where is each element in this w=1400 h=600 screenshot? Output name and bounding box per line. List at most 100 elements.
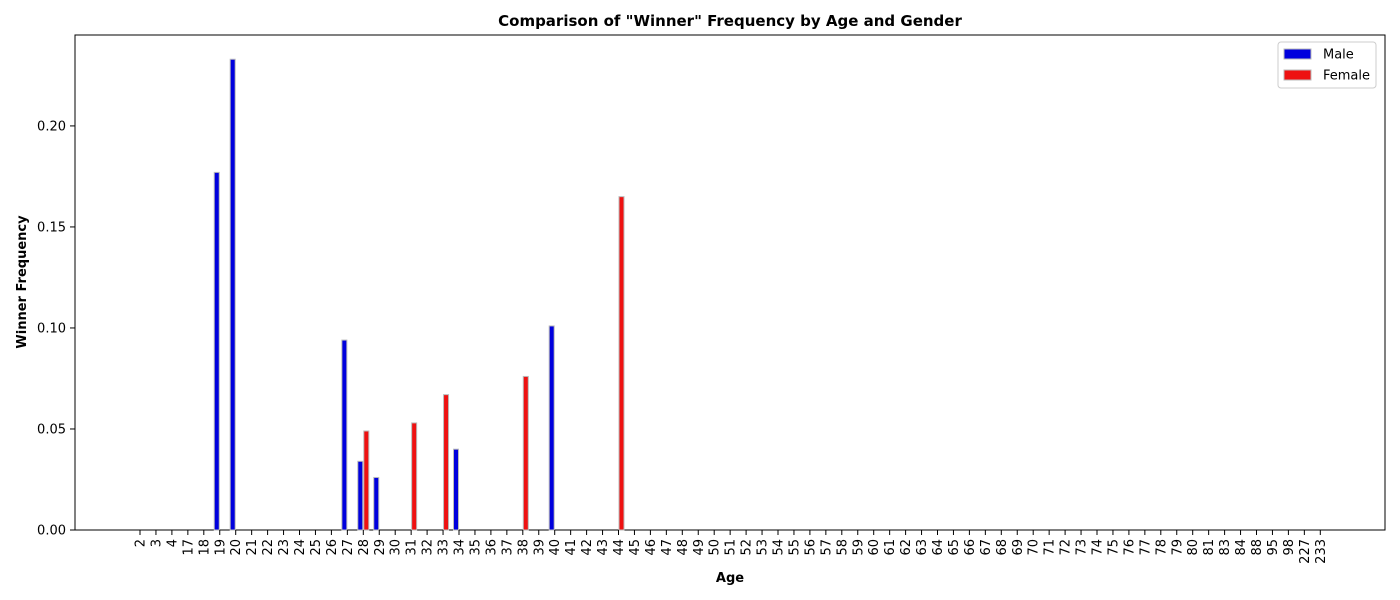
bar-female-31: [411, 422, 418, 531]
x-tick-label: 21: [245, 539, 260, 556]
x-tick-label: 68: [995, 539, 1010, 556]
x-tick-label: 33: [437, 539, 452, 556]
x-tick-label: 39: [532, 539, 547, 556]
x-tick-label: 67: [979, 539, 994, 556]
y-axis: 0.00 0.05 0.10 0.15 0.20: [37, 119, 75, 539]
x-tick-label: 70: [1027, 539, 1042, 556]
x-tick-label: 81: [1202, 539, 1217, 556]
x-tick-label: 51: [724, 539, 739, 556]
x-tick-label: 2: [134, 539, 149, 547]
x-tick-label: 74: [1091, 539, 1106, 556]
x-tick-label: 80: [1186, 539, 1201, 556]
legend-label-male: Male: [1323, 48, 1354, 63]
chart-title: Comparison of "Winner" Frequency by Age …: [498, 12, 962, 30]
x-tick-label: 30: [389, 539, 404, 556]
x-tick-label: 38: [516, 539, 531, 556]
y-axis-label: Winner Frequency: [15, 215, 30, 349]
x-axis-label: Age: [716, 571, 744, 586]
x-tick-label: 41: [564, 539, 579, 556]
x-tick-label: 61: [883, 539, 898, 556]
legend: Male Female: [1277, 41, 1377, 89]
x-tick-label: 65: [947, 539, 962, 556]
bar-female-44: [618, 196, 625, 531]
x-tick-label: 95: [1266, 539, 1281, 556]
x-tick-label: 54: [772, 539, 787, 556]
bar-male-20: [229, 58, 236, 531]
x-tick-label: 62: [899, 539, 914, 556]
x-tick-label: 36: [484, 539, 499, 556]
x-tick-label: 45: [628, 539, 643, 556]
x-tick-label: 25: [309, 539, 324, 556]
x-tick-label: 40: [548, 539, 563, 556]
x-tick-label: 47: [660, 539, 675, 556]
x-tick-label: 4: [165, 539, 180, 547]
x-tick-label: 37: [500, 539, 515, 556]
x-tick-label: 34: [453, 539, 468, 556]
x-tick-label: 31: [405, 539, 420, 556]
x-tick-label: 46: [644, 539, 659, 556]
x-tick-label: 77: [1138, 539, 1153, 556]
x-tick-label: 79: [1170, 539, 1185, 556]
y-tick-label: 0.10: [37, 321, 66, 336]
y-tick-label: 0.20: [37, 119, 66, 134]
x-tick-label: 88: [1250, 539, 1265, 556]
x-tick-label: 24: [293, 539, 308, 556]
y-tick-label: 0.15: [37, 220, 66, 235]
legend-label-female: Female: [1323, 69, 1370, 84]
bar-female-28: [363, 430, 370, 531]
x-tick-label: 58: [835, 539, 850, 556]
plot-frame: [74, 34, 1386, 531]
x-tick-label: 23: [277, 539, 292, 556]
x-tick-label: 83: [1218, 539, 1233, 556]
x-tick-label: 19: [213, 539, 228, 556]
x-tick-label: 48: [676, 539, 691, 556]
bar-male-19: [213, 171, 220, 531]
x-tick-label: 69: [1011, 539, 1026, 556]
legend-swatch-female: [1283, 69, 1312, 81]
bar-female-33: [443, 394, 450, 531]
x-tick-label: 18: [197, 539, 212, 556]
y-tick-label: 0.05: [37, 422, 66, 437]
x-tick-label: 56: [803, 539, 818, 556]
x-tick-label: 17: [181, 539, 196, 556]
x-tick-label: 26: [325, 539, 340, 556]
x-tick-label: 27: [341, 539, 356, 556]
x-tick-label: 32: [421, 539, 436, 556]
x-tick-label: 28: [357, 539, 372, 556]
bar-male-34: [453, 448, 459, 531]
bar-male-28: [357, 460, 364, 531]
x-tick-label: 233: [1314, 539, 1329, 564]
x-tick-label: 29: [373, 539, 388, 556]
x-tick-label: 76: [1122, 539, 1137, 556]
x-axis: 2 3 4 17 18 19 20 21 22 23 24 25 26 27 28 29 30 31 32 33 34 3…: [134, 530, 1329, 564]
x-tick-label: 50: [708, 539, 723, 556]
x-tick-label: 42: [580, 539, 595, 556]
bar-male-29: [373, 476, 380, 531]
x-tick-label: 55: [787, 539, 802, 556]
legend-swatch-male: [1283, 48, 1312, 60]
x-tick-label: 3: [149, 539, 164, 547]
x-tick-label: 66: [963, 539, 978, 556]
bars-group: [213, 58, 625, 531]
x-tick-label: 78: [1154, 539, 1169, 556]
x-tick-label: 64: [931, 539, 946, 556]
x-tick-label: 53: [756, 539, 771, 556]
x-tick-label: 227: [1298, 539, 1313, 564]
x-tick-label: 49: [692, 539, 707, 556]
x-tick-label: 20: [229, 539, 244, 556]
plot-area: [74, 34, 1386, 531]
x-tick-label: 73: [1075, 539, 1090, 556]
x-tick-label: 71: [1043, 539, 1058, 556]
x-tick-label: 72: [1059, 539, 1074, 556]
x-tick-label: 52: [740, 539, 755, 556]
bar-male-27: [341, 339, 348, 531]
x-tick-label: 57: [819, 539, 834, 556]
x-tick-label: 60: [867, 539, 882, 556]
bar-male-40: [548, 325, 555, 531]
x-tick-label: 63: [915, 539, 930, 556]
x-tick-label: 43: [596, 539, 611, 556]
x-tick-label: 84: [1234, 539, 1249, 556]
x-tick-label: 98: [1282, 539, 1297, 556]
y-tick-label: 0.00: [37, 524, 66, 539]
